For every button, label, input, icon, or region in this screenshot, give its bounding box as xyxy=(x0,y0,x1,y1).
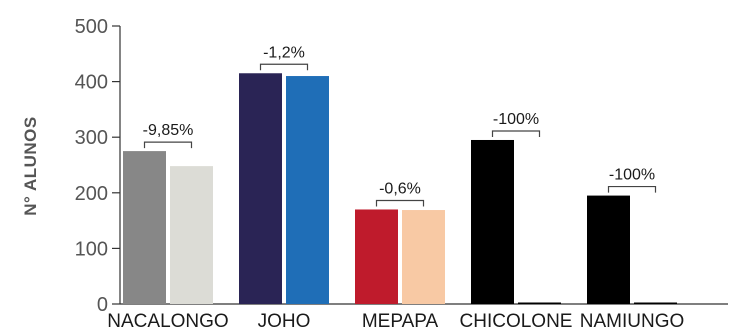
bar xyxy=(402,210,445,304)
category-label: NACALONGO xyxy=(107,311,228,332)
y-tick-label: 0 xyxy=(97,294,108,316)
y-axis-label: N° ALUNOS xyxy=(21,116,40,215)
bar xyxy=(170,166,213,304)
change-bracket xyxy=(491,130,541,137)
bar xyxy=(471,139,514,304)
category-label: MEPAPA xyxy=(362,311,439,332)
y-tick-label: 100 xyxy=(75,238,108,260)
change-bracket xyxy=(259,63,309,71)
change-label: -1,2% xyxy=(263,44,305,61)
change-label: -9,85% xyxy=(143,122,194,139)
y-tick-label: 300 xyxy=(75,127,108,149)
change-annotations: -9,85% -1,2% -0,6% -100% -100% xyxy=(143,44,657,207)
category-labels: NACALONGO JOHO MEPAPA CHICOLONE NAMIUNGO xyxy=(107,311,684,332)
category-label: NAMIUNGO xyxy=(580,311,685,332)
change-label: -100% xyxy=(493,111,539,128)
bars xyxy=(123,73,677,304)
y-tick-label: 200 xyxy=(75,183,108,205)
bar xyxy=(286,76,329,304)
y-tick-label: 400 xyxy=(75,72,108,94)
change-bracket xyxy=(375,199,425,207)
bar xyxy=(355,209,398,304)
change-bracket xyxy=(143,141,193,149)
change-bracket xyxy=(607,185,657,193)
bar xyxy=(587,195,630,304)
category-label: CHICOLONE xyxy=(460,311,573,332)
bar xyxy=(634,302,677,304)
bar xyxy=(123,151,166,304)
change-label: -100% xyxy=(609,167,655,184)
bar xyxy=(518,302,561,304)
change-label: -0,6% xyxy=(379,180,421,197)
bar xyxy=(239,73,282,304)
y-tick-label: 500 xyxy=(75,16,108,38)
category-label: JOHO xyxy=(258,311,311,332)
